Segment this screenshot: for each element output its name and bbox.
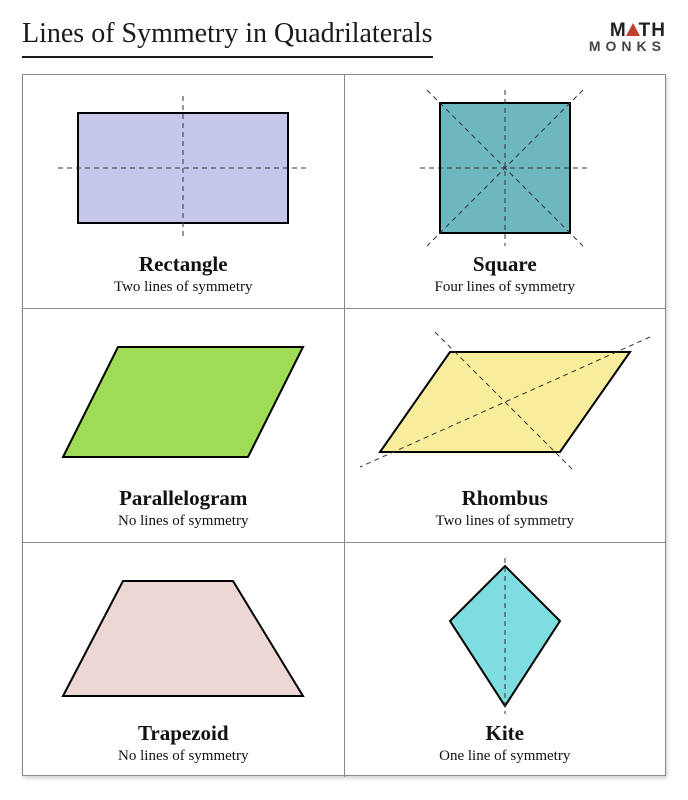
square-svg (355, 88, 655, 248)
cell-square: Square Four lines of symmetry (345, 75, 666, 308)
grid-row: Rectangle Two lines of symmetry Square F… (23, 75, 665, 309)
rhombus-figure (349, 317, 662, 486)
grid-row: Trapezoid No lines of symmetry Kite One … (23, 543, 665, 777)
logo-triangle-icon (626, 23, 640, 36)
grid-row: Parallelogram No lines of symmetry Rhomb… (23, 309, 665, 543)
cell-rhombus: Rhombus Two lines of symmetry (345, 309, 666, 542)
shape-desc: Four lines of symmetry (435, 279, 575, 296)
shape-grid: Rectangle Two lines of symmetry Square F… (22, 74, 666, 776)
cell-trapezoid: Trapezoid No lines of symmetry (23, 543, 345, 777)
shape-desc: One line of symmetry (439, 748, 570, 765)
square-figure (349, 83, 662, 252)
kite-svg (355, 556, 655, 716)
header: Lines of Symmetry in Quadrilaterals MTH … (22, 18, 666, 58)
shape-desc: No lines of symmetry (118, 748, 248, 765)
shape-desc: Two lines of symmetry (114, 279, 253, 296)
shape-desc: Two lines of symmetry (435, 513, 574, 530)
logo: MTH MONKS (589, 22, 666, 53)
rectangle-figure (27, 83, 340, 252)
cell-kite: Kite One line of symmetry (345, 543, 666, 777)
shape-name: Trapezoid (138, 721, 229, 746)
logo-line2: MONKS (589, 40, 666, 53)
shape-name: Rhombus (462, 486, 548, 511)
page-title: Lines of Symmetry in Quadrilaterals (22, 18, 433, 58)
shape-name: Parallelogram (119, 486, 247, 511)
parallelogram-svg (33, 322, 333, 482)
shape-desc: No lines of symmetry (118, 513, 248, 530)
trapezoid-figure (27, 551, 340, 721)
rectangle-svg (33, 88, 333, 248)
rhombus-svg (355, 322, 655, 482)
cell-rectangle: Rectangle Two lines of symmetry (23, 75, 345, 308)
trapezoid-svg (33, 556, 333, 716)
kite-figure (349, 551, 662, 721)
parallelogram-figure (27, 317, 340, 486)
shape-name: Square (473, 252, 537, 277)
shape-name: Rectangle (139, 252, 228, 277)
shape-name: Kite (486, 721, 524, 746)
cell-parallelogram: Parallelogram No lines of symmetry (23, 309, 345, 542)
